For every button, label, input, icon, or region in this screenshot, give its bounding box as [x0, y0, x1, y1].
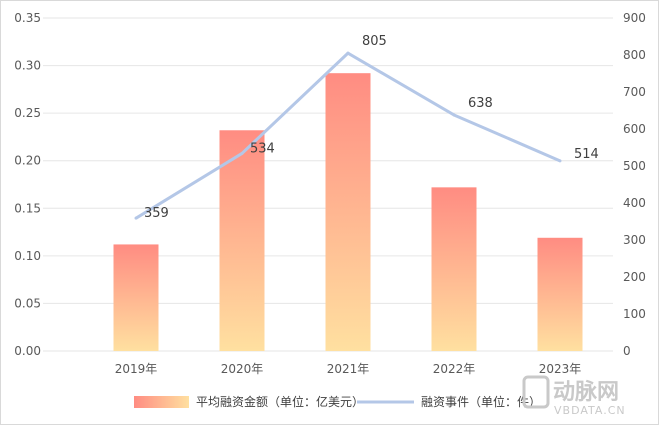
watermark-main: 动脉网 [553, 380, 619, 405]
left-tick-label: 0.25 [14, 106, 41, 120]
bar [537, 237, 583, 351]
legend-label-line: 融资事件（单位：件） [421, 394, 541, 409]
watermark-sub: VBDATA.CN [554, 404, 626, 417]
data-label: 359 [144, 206, 169, 221]
left-tick-label: 0.05 [14, 296, 41, 310]
left-axis-ticks: 0.00 0.05 0.10 0.15 0.20 0.25 0.30 0.35 [14, 11, 41, 358]
right-tick-label: 0 [623, 344, 631, 358]
data-label: 534 [250, 141, 275, 156]
right-tick-label: 400 [623, 196, 646, 210]
line-series [134, 51, 562, 220]
left-tick-label: 0.35 [14, 11, 41, 25]
x-tick-label: 2019年 [115, 362, 158, 376]
line-point [240, 151, 244, 155]
left-tick-label: 0.15 [14, 201, 41, 215]
data-label: 638 [468, 96, 493, 111]
data-label: 514 [574, 147, 599, 162]
line-point [346, 51, 350, 55]
x-tick-label: 2021年 [327, 362, 370, 376]
line-point [558, 159, 562, 163]
right-tick-label: 900 [623, 11, 646, 25]
x-tick-label: 2020年 [221, 362, 264, 376]
watermark-logo-icon [522, 375, 550, 409]
right-tick-label: 800 [623, 48, 646, 62]
left-tick-label: 0.30 [14, 59, 41, 73]
x-tick-label: 2023年 [539, 362, 582, 376]
bar [219, 130, 265, 351]
legend-label-bar: 平均融资金额（单位：亿美元） [196, 394, 364, 409]
line-point [452, 113, 456, 117]
right-tick-label: 100 [623, 307, 646, 321]
legend-swatch-bar [134, 396, 189, 408]
watermark: 动脉网 VBDATA.CN [522, 375, 626, 417]
right-tick-label: 300 [623, 233, 646, 247]
left-tick-label: 0.20 [14, 154, 41, 168]
right-tick-label: 600 [623, 122, 646, 136]
bar [431, 187, 477, 351]
bar [113, 244, 159, 351]
legend: 平均融资金额（单位：亿美元） 融资事件（单位：件） [134, 394, 541, 409]
right-axis-ticks: 0 100 200 300 400 500 600 700 800 900 [623, 11, 646, 358]
data-labels: 359 534 805 638 514 [144, 34, 599, 221]
right-tick-label: 700 [623, 85, 646, 99]
right-tick-label: 200 [623, 270, 646, 284]
bar [325, 73, 371, 351]
bar-series [113, 73, 583, 351]
line-point [134, 216, 138, 220]
left-tick-label: 0.10 [14, 249, 41, 263]
left-tick-label: 0.00 [14, 344, 41, 358]
x-axis-ticks: 2019年 2020年 2021年 2022年 2023年 [115, 362, 582, 376]
data-label: 805 [362, 34, 387, 49]
x-tick-label: 2022年 [433, 362, 476, 376]
right-tick-label: 500 [623, 159, 646, 173]
